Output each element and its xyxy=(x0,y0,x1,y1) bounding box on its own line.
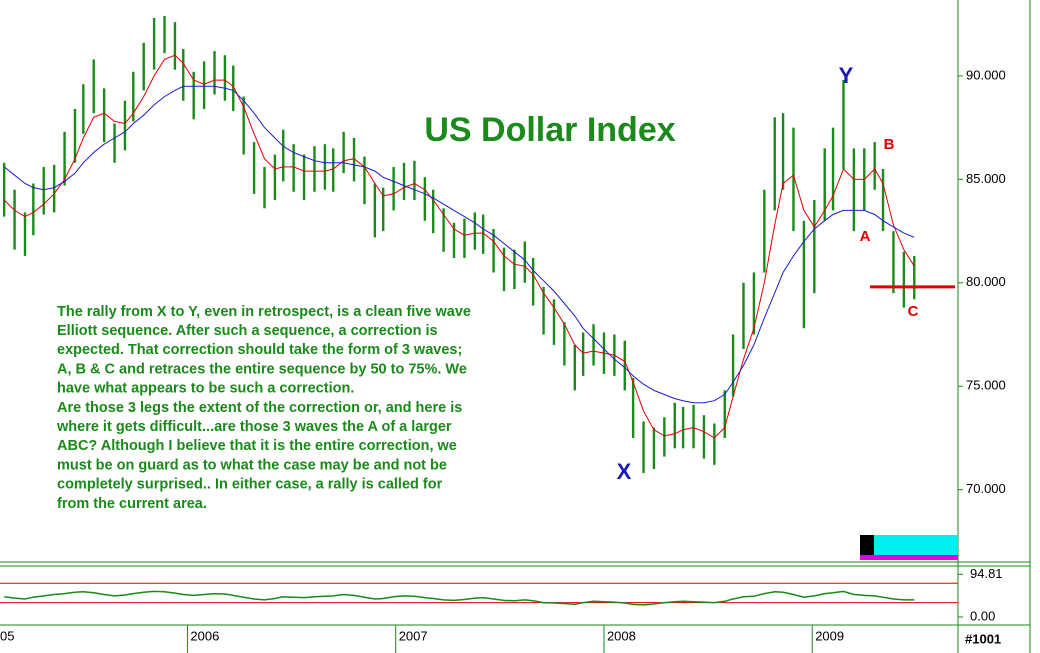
wave-label: Y xyxy=(839,63,854,88)
y-tick-label: 75.000 xyxy=(966,378,1006,393)
commentary-line: where it gets difficult...are those 3 wa… xyxy=(56,419,452,435)
chart-title: US Dollar Index xyxy=(424,111,675,149)
marker-box xyxy=(874,535,958,555)
wave-label: X xyxy=(617,459,632,484)
y-tick-label: 90.000 xyxy=(966,67,1006,82)
commentary-line: expected. That correction should take th… xyxy=(57,342,462,358)
wave-label: B xyxy=(884,136,895,153)
x-tick-label: 2008 xyxy=(607,628,636,643)
wave-label: A xyxy=(860,228,871,245)
commentary-line: The rally from X to Y, even in retrospec… xyxy=(57,304,471,320)
y-tick-label: 85.000 xyxy=(966,171,1006,186)
x-tick-label: 2006 xyxy=(190,628,219,643)
average-line xyxy=(3,85,915,404)
commentary-line: completely surprised.. In either case, a… xyxy=(57,477,443,493)
commentary-line: ABC? Although I believe that it is the e… xyxy=(57,438,457,454)
commentary-line: Are those 3 legs the extent of the corre… xyxy=(57,400,462,416)
marker-box xyxy=(860,555,958,560)
indicator-line xyxy=(4,590,915,606)
commentary-line: from the current area. xyxy=(57,496,207,512)
x-tick-label: 2007 xyxy=(399,628,428,643)
average-line xyxy=(3,54,915,439)
commentary-line: must be on guard as to what the case may… xyxy=(57,457,447,473)
x-tick-label: 05 xyxy=(0,628,14,643)
commentary-line: A, B & C and retraces the entire sequenc… xyxy=(57,361,467,377)
indicator-tick-label: 94.81 xyxy=(970,566,1003,581)
y-tick-label: 80.000 xyxy=(966,274,1006,289)
commentary-line: have what appears to be such a correctio… xyxy=(57,381,354,397)
indicator-tick-label: 0.00 xyxy=(970,608,995,623)
x-tick-label: 2009 xyxy=(815,628,844,643)
wave-label: C xyxy=(908,303,919,320)
marker-box xyxy=(860,535,874,555)
y-tick-label: 70.000 xyxy=(966,481,1006,496)
chart-id: #1001 xyxy=(965,631,1001,646)
commentary-line: Elliott sequence. After such a sequence,… xyxy=(57,323,438,339)
